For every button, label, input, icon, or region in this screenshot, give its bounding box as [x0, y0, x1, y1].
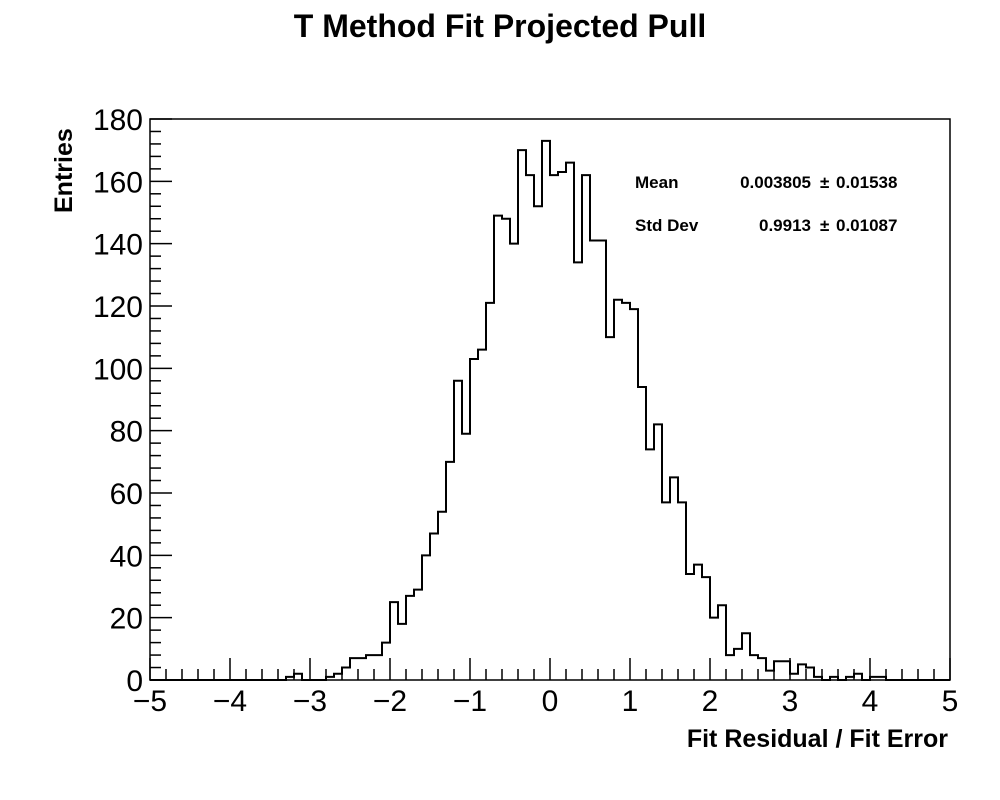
- histogram-bin: [654, 424, 662, 680]
- y-tick-label: 60: [110, 478, 143, 511]
- histogram-outline: [150, 139, 950, 681]
- stats-mean-pm: ±: [820, 173, 829, 192]
- y-tick-label: 80: [110, 416, 143, 449]
- y-tick-label: 40: [110, 540, 143, 573]
- histogram-bin: [358, 658, 366, 680]
- histogram-bin: [622, 303, 630, 680]
- histogram-bin: [550, 175, 558, 680]
- stats-mean-value: 0.003805: [740, 173, 811, 192]
- histogram-bin: [398, 624, 406, 680]
- x-tick-label: 1: [622, 685, 639, 718]
- chart-title: T Method Fit Projected Pull: [294, 8, 706, 44]
- x-tick-label: 4: [862, 685, 879, 718]
- histogram-bin: [558, 172, 566, 680]
- histogram-bin: [342, 668, 350, 680]
- stats-std-error: 0.01087: [836, 216, 897, 235]
- y-tick-label: 120: [93, 291, 143, 324]
- stats-std-pm: ±: [820, 216, 829, 235]
- histogram-bin: [462, 434, 470, 680]
- y-tick-label: 0: [126, 665, 143, 698]
- histogram-bin: [430, 534, 438, 680]
- x-axis-tick-labels: −5 −4 −3 −2 −1 0 1 2 3 4 5: [133, 685, 958, 718]
- histogram-bin: [710, 618, 718, 680]
- stats-box: Mean 0.003805 ± 0.01538 Std Dev 0.9913 ±…: [635, 173, 897, 235]
- histogram-bin: [726, 655, 734, 680]
- histogram-bin: [350, 658, 358, 680]
- x-tick-label: −1: [453, 685, 487, 718]
- x-tick-label: −5: [133, 685, 167, 718]
- x-tick-label: −4: [213, 685, 247, 718]
- histogram-bin: [470, 359, 478, 680]
- histogram-bin: [590, 241, 598, 680]
- histogram-bin: [494, 216, 502, 680]
- histogram-bin: [686, 574, 694, 680]
- histogram-bin: [606, 337, 614, 680]
- histogram-bin: [782, 661, 790, 680]
- histogram-bin: [366, 655, 374, 680]
- histogram-bin: [718, 605, 726, 680]
- histogram-bin: [742, 633, 750, 680]
- histogram-bin: [750, 655, 758, 680]
- histogram-bin: [702, 577, 710, 680]
- histogram-bin: [526, 175, 534, 680]
- histogram-bin: [542, 141, 550, 680]
- histogram-bin: [574, 262, 582, 680]
- x-axis-label: Fit Residual / Fit Error: [687, 725, 948, 753]
- histogram-bin: [518, 150, 526, 680]
- x-tick-label: 5: [942, 685, 959, 718]
- histogram-bin: [798, 664, 806, 680]
- histogram-bin: [446, 462, 454, 680]
- x-tick-label: 0: [542, 685, 559, 718]
- y-tick-label: 180: [93, 104, 143, 137]
- histogram-bin: [694, 565, 702, 680]
- histogram-bin: [438, 512, 446, 680]
- y-tick-label: 20: [110, 603, 143, 636]
- stats-std-value: 0.9913: [759, 216, 811, 235]
- histogram-bin: [758, 658, 766, 680]
- plot-frame: [149, 118, 951, 681]
- x-axis-ticks: [149, 658, 951, 680]
- y-tick-label: 100: [93, 353, 143, 386]
- histogram-bin: [662, 502, 670, 680]
- histogram-bin: [630, 309, 638, 680]
- y-tick-label: 140: [93, 229, 143, 262]
- x-tick-label: −2: [373, 685, 407, 718]
- plot-area: [149, 118, 951, 681]
- y-tick-label: 160: [93, 166, 143, 199]
- histogram-bin: [502, 219, 510, 680]
- histogram-bin: [390, 602, 398, 680]
- histogram-bin: [422, 555, 430, 680]
- x-tick-label: 3: [782, 685, 799, 718]
- histogram-bin: [486, 303, 494, 680]
- histogram-bin: [646, 449, 654, 680]
- histogram-bin: [582, 175, 590, 680]
- histogram-bin: [374, 655, 382, 680]
- stats-std-label: Std Dev: [635, 216, 699, 235]
- stats-mean-label: Mean: [635, 173, 678, 192]
- histogram-bin: [534, 206, 542, 680]
- histogram-bin: [806, 668, 814, 680]
- x-tick-label: 2: [702, 685, 719, 718]
- histogram-bin: [678, 502, 686, 680]
- histogram-bin: [478, 350, 486, 680]
- histogram-bin: [766, 671, 774, 680]
- x-tick-label: −3: [293, 685, 327, 718]
- histogram-bin: [614, 300, 622, 680]
- histogram-bin: [638, 387, 646, 680]
- histogram-bin: [566, 163, 574, 680]
- histogram-bin: [406, 596, 414, 680]
- histogram-bin: [598, 241, 606, 680]
- histogram-bin: [510, 244, 518, 680]
- histogram-bin: [734, 649, 742, 680]
- y-axis-label: Entries: [50, 128, 78, 213]
- histogram-bin: [454, 381, 462, 680]
- histogram-bin: [670, 477, 678, 680]
- histogram-bin: [774, 661, 782, 680]
- y-axis-ticks: [150, 118, 172, 681]
- stats-mean-error: 0.01538: [836, 173, 897, 192]
- y-axis-tick-labels: 0 20 40 60 80 100 120 140 160 180: [93, 104, 143, 698]
- histogram-bin: [414, 590, 422, 680]
- histogram-bin: [382, 643, 390, 680]
